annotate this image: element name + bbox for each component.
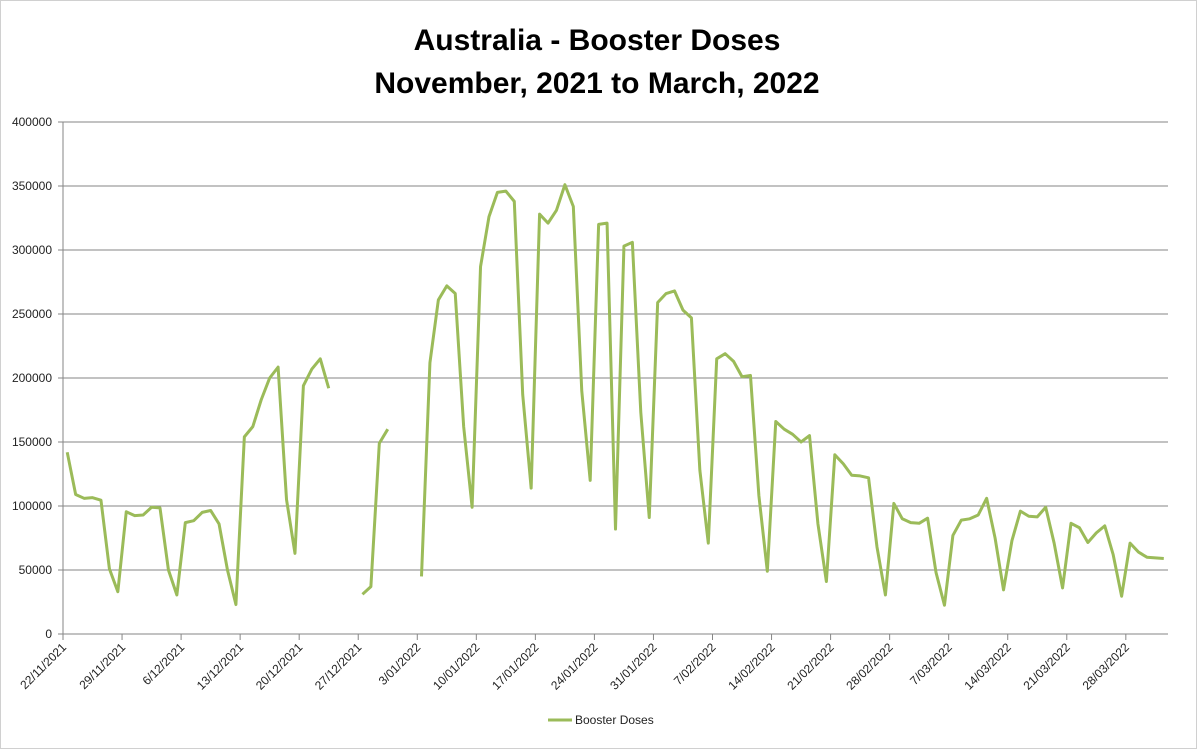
chart-title: Australia - Booster Doses <box>414 24 781 57</box>
y-tick-label: 200000 <box>12 371 52 385</box>
data-line <box>361 428 390 596</box>
legend-label: Booster Doses <box>575 713 654 727</box>
y-tick-label: 50000 <box>19 563 53 577</box>
data-line <box>65 357 331 607</box>
data-line <box>419 183 1164 607</box>
y-tick-label: 350000 <box>12 179 52 193</box>
y-tick-label: 100000 <box>12 499 52 513</box>
y-tick-label: 150000 <box>12 435 52 449</box>
y-tick-label: 250000 <box>12 307 52 321</box>
y-tick-label: 0 <box>45 627 52 641</box>
y-tick-label: 300000 <box>12 243 52 257</box>
y-tick-label: 400000 <box>12 115 52 129</box>
chart-subtitle: November, 2021 to March, 2022 <box>374 67 819 100</box>
